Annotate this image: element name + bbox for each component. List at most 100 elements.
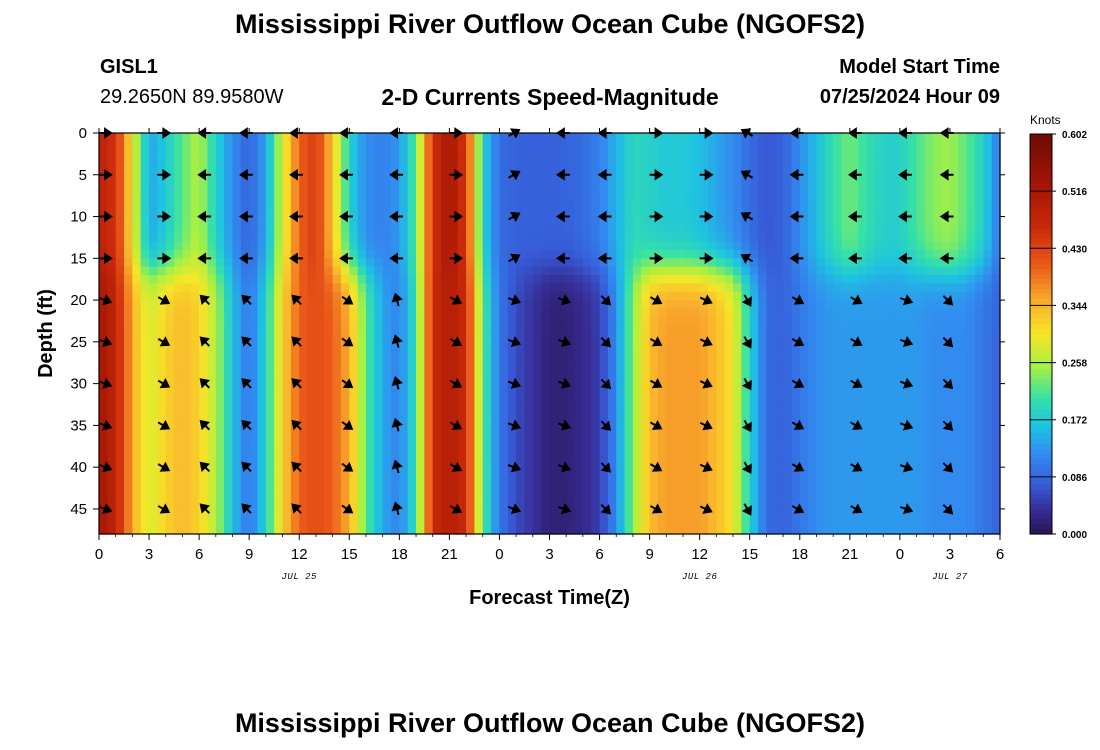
heatmap-cell	[124, 258, 133, 268]
heatmap-cell	[849, 199, 859, 209]
heatmap-cell	[99, 141, 108, 151]
heatmap-cell	[441, 525, 450, 535]
heatmap-cell	[424, 500, 434, 510]
heatmap-cell	[282, 141, 292, 151]
heatmap-cell	[766, 400, 776, 410]
heatmap-cell	[416, 350, 425, 360]
heatmap-cell	[733, 391, 742, 401]
heatmap-cell	[115, 266, 125, 276]
heatmap-cell	[382, 417, 392, 426]
heatmap-cell	[824, 433, 834, 443]
heatmap-cell	[457, 508, 467, 518]
heatmap-cell	[783, 500, 793, 510]
heatmap-cell	[416, 174, 425, 184]
heatmap-cell	[499, 408, 509, 418]
heatmap-cell	[349, 508, 359, 518]
heatmap-cell	[691, 400, 701, 410]
heatmap-cell	[332, 258, 342, 268]
heatmap-cell	[833, 149, 843, 159]
heatmap-cell	[591, 492, 601, 502]
heatmap-cell	[541, 158, 551, 168]
heatmap-cell	[224, 450, 234, 460]
heatmap-cell	[274, 174, 284, 184]
heatmap-cell	[841, 174, 851, 184]
heatmap-cell	[557, 525, 567, 535]
heatmap-cell	[557, 199, 567, 209]
heatmap-cell	[466, 208, 476, 218]
heatmap-cell	[532, 266, 542, 276]
heatmap-cell	[315, 224, 325, 234]
heatmap-cell	[265, 308, 275, 318]
heatmap-cell	[557, 216, 567, 226]
heatmap-cell	[124, 408, 133, 418]
heatmap-cell	[858, 216, 868, 226]
heatmap-cell	[324, 266, 334, 276]
heatmap-cell	[591, 316, 601, 326]
heatmap-cell	[107, 233, 117, 243]
heatmap-cell	[340, 183, 350, 193]
heatmap-cell	[766, 333, 776, 343]
heatmap-cell	[841, 275, 851, 284]
heatmap-cell	[349, 358, 359, 368]
heatmap-cell	[332, 300, 342, 310]
heatmap-cell	[115, 233, 125, 243]
heatmap-cell	[274, 475, 284, 485]
heatmap-cell	[274, 391, 284, 401]
heatmap-cell	[891, 275, 901, 284]
heatmap-cell	[99, 216, 108, 226]
heatmap-cell	[457, 492, 467, 502]
heatmap-cell	[449, 216, 459, 226]
heatmap-cell	[232, 333, 242, 343]
heatmap-cell	[874, 249, 884, 259]
heatmap-cell	[791, 383, 801, 393]
heatmap-cell	[749, 433, 759, 443]
heatmap-cell	[315, 141, 325, 151]
heatmap-cell	[374, 383, 384, 393]
heatmap-cell	[424, 333, 434, 343]
heatmap-cell	[482, 275, 492, 284]
heatmap-cell	[933, 166, 943, 176]
heatmap-cell	[507, 224, 517, 234]
heatmap-cell	[624, 508, 634, 518]
heatmap-cell	[541, 333, 551, 343]
heatmap-cell	[491, 525, 501, 535]
heatmap-cell	[891, 199, 901, 209]
heatmap-cell	[474, 408, 484, 418]
heatmap-cell	[340, 316, 350, 326]
heatmap-cell	[799, 325, 809, 335]
heatmap-cell	[416, 358, 425, 368]
heatmap-cell	[708, 383, 717, 393]
heatmap-cell	[457, 224, 467, 234]
heatmap-cell	[382, 325, 392, 335]
heatmap-cell	[874, 199, 884, 209]
heatmap-cell	[774, 391, 784, 401]
heatmap-cell	[783, 241, 793, 251]
heatmap-cell	[124, 158, 133, 168]
heatmap-cell	[758, 483, 767, 493]
heatmap-cell	[549, 483, 559, 493]
heatmap-cell	[365, 408, 375, 418]
heatmap-cell	[724, 233, 734, 243]
heatmap-cell	[357, 241, 367, 251]
heatmap-cell	[99, 158, 108, 168]
heatmap-cell	[357, 308, 367, 318]
heatmap-cell	[507, 149, 517, 159]
heatmap-cell	[833, 249, 843, 259]
heatmap-cell	[524, 500, 534, 510]
heatmap-cell	[382, 442, 392, 452]
heatmap-cell	[841, 391, 851, 401]
heatmap-cell	[808, 141, 818, 151]
heatmap-cell	[265, 433, 275, 443]
heatmap-cell	[432, 283, 442, 293]
heatmap-cell	[374, 266, 384, 276]
heatmap-cell	[741, 158, 751, 168]
heatmap-cell	[724, 358, 734, 368]
heatmap-cell	[165, 517, 175, 527]
heatmap-cell	[249, 141, 259, 151]
heatmap-cell	[799, 191, 809, 201]
heatmap-cell	[432, 300, 442, 310]
heatmap-cell	[190, 333, 200, 343]
heatmap-cell	[416, 467, 425, 477]
heatmap-cell	[891, 266, 901, 276]
heatmap-cell	[332, 417, 342, 426]
